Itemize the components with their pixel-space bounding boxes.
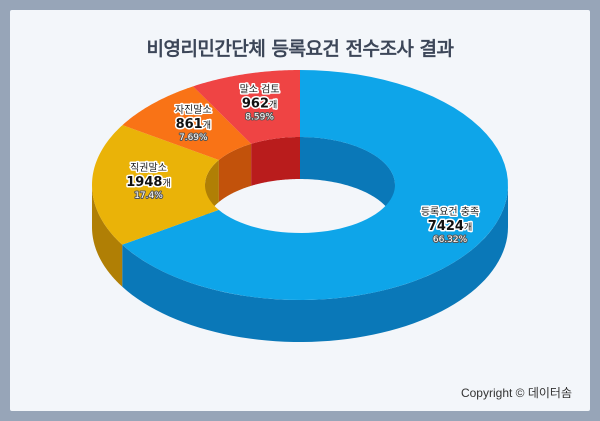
slice-label-percent: 17.4%	[134, 191, 163, 201]
slice-label-name: 직권말소	[130, 162, 167, 174]
slice-3	[193, 70, 300, 144]
copyright-text: Copyright © 데이터솜	[460, 386, 572, 400]
slice-label-name: 자진말소	[175, 104, 212, 116]
slice-label-value: 861개	[176, 117, 211, 132]
slice-2	[122, 86, 252, 161]
slice-label-value: 1948개	[126, 175, 170, 190]
slice-inner-wall-2	[218, 143, 252, 203]
slice-0	[122, 70, 508, 300]
slice-label-name: 말소 검토	[240, 83, 280, 95]
slice-label-percent: 7.69%	[179, 133, 208, 143]
slice-label-name: 등록요건 충족	[421, 206, 479, 218]
donut-chart: 등록요건 충족7424개66.32%직권말소1948개17.4%자진말소861개…	[92, 70, 509, 342]
slice-side-1	[92, 185, 123, 287]
slice-label-percent: 66.32%	[433, 235, 468, 245]
slice-label-value: 962개	[242, 96, 277, 111]
slice-label-percent: 8.59%	[245, 112, 274, 122]
slice-label-value: 7424개	[428, 219, 472, 234]
donut-labels: 등록요건 충족7424개66.32%직권말소1948개17.4%자진말소861개…	[125, 82, 481, 246]
donut-tops	[92, 70, 508, 300]
slice-inner-wall-3	[251, 137, 300, 186]
slice-1	[92, 125, 219, 245]
chart-card: 비영리민간단체 등록요건 전수조사 결과 등록요건 충족 7424개 66.32% 직…	[10, 10, 590, 411]
chart-title: 비영리민간단체 등록요건 전수조사 결과	[146, 38, 454, 60]
slice-inner-wall-0	[300, 137, 395, 227]
slice-side-0	[122, 185, 509, 342]
